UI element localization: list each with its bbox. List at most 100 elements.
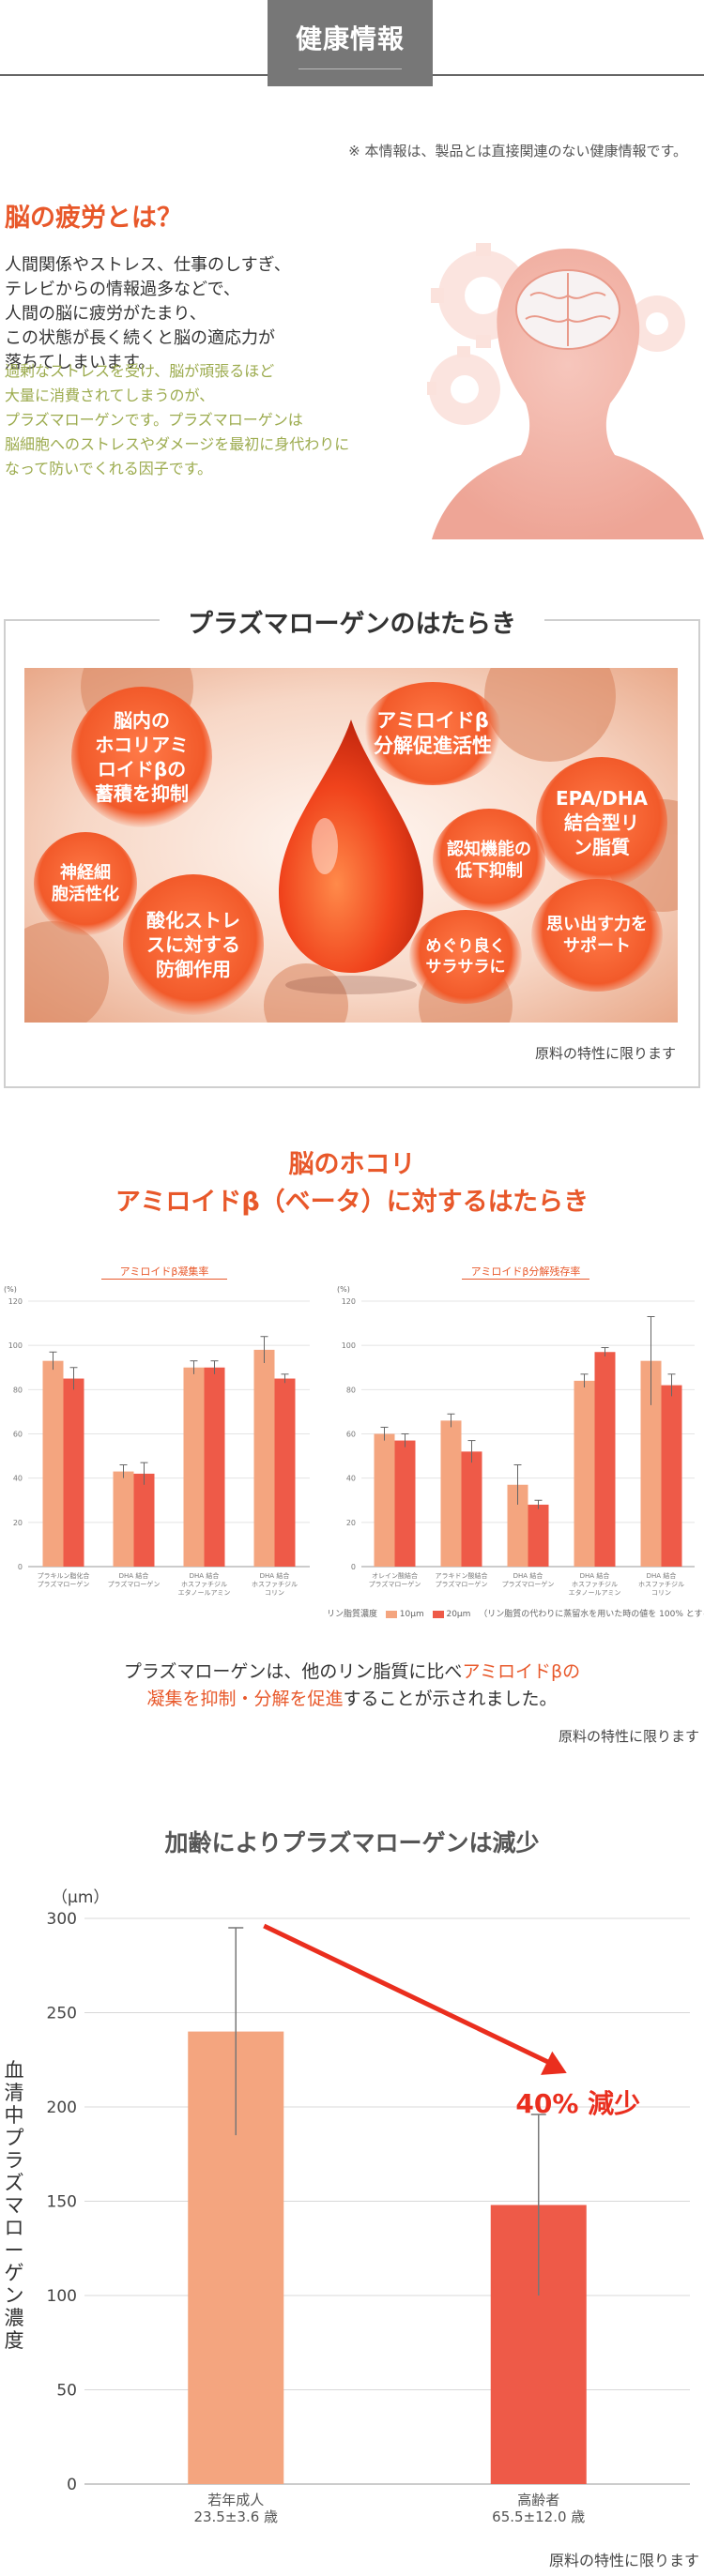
x-tick-label: 高齢者 65.5±12.0 歳 [492,2492,585,2525]
x-tick-label: DHA 結合プラズマローゲン [108,1571,161,1588]
y-tick-label: 80 [13,1386,23,1394]
aging-unit-label: （μm） [52,1888,110,1907]
aging-note: 原料の特性に限ります [548,2552,699,2569]
y-tick-label: 100 [342,1341,356,1350]
title-line: アミロイドβ（ベータ）に対するはたらき [115,1188,589,1217]
amyloid-note: 原料の特性に限ります [558,1728,699,1745]
chart-decomposition-residual: (%) 0 20 40 60 80 100 120 オレイン酸結合プラズマローゲンアラキドン酸結… [337,1285,695,1597]
y-tick-label: 60 [13,1431,23,1439]
chart2-title-underline [462,1279,589,1280]
oil-drop [279,720,423,973]
bar [640,1360,662,1567]
bar [63,1378,84,1567]
chart2-title: アミロイドβ分解残存率 [470,1265,581,1278]
bubble-amyloid-suppress: 脳内の ホコリアミ ロイドβの 蓄積を抑制 [71,687,212,827]
y-tick-label: 100 [47,2287,77,2306]
green-line: 大量に消費されてしまうのが、 [5,386,215,404]
x-tick-label: DHA 結合ホスファチジルエタノールアミン [569,1571,621,1597]
chart-aggregation-rate: (%) 0 20 40 60 80 100 120 プラキルン脂化合プラズマローゲン DHA 結合… [4,1285,310,1597]
desc-highlight: アミロイドβの [462,1661,581,1682]
x-tick-label: オレイン酸結合プラズマローゲン [369,1571,421,1588]
desc-line-1: プラズマローゲンは、他のリン脂質に比べアミロイドβの [0,1659,704,1686]
bar [594,1352,616,1567]
bar [374,1433,395,1567]
amyloid-section-title: 脳のホコリ アミロイドβ（ベータ）に対するはたらき [0,1146,704,1221]
x-tick-label: アラキドン酸結合プラズマローゲン [436,1571,488,1588]
section1-title: 脳の疲労とは？ [5,204,182,233]
chart-legend: リン脂質濃度 10μm 20μm （リン脂質の代わりに蒸留水を用いた時の値を 1… [327,1607,704,1619]
green-line: プラズマローゲンです。プラズマローゲンは [5,411,303,429]
gear-icon [429,250,685,425]
disclaimer: ※ 本情報は、製品とは直接関連のない健康情報です。 [348,143,687,159]
bubble-memory: 思い出す力を サポート [531,879,663,992]
bar [113,1471,134,1567]
x-tick-label: DHA 結合ホスファチジルコリン [638,1571,684,1597]
y-tick-label: 120 [8,1297,23,1306]
y-tick-label: 200 [47,2099,77,2117]
body-line: テレビからの情報過多などで、 [5,280,240,299]
x-tick-label: DHA 結合ホスファチジルコリン [252,1571,298,1597]
title-underline [298,68,402,69]
y-tick-label: 20 [13,1519,23,1527]
desc-highlight: 凝集を抑制・分解を促進 [146,1689,344,1709]
function-note: 原料の特性に限ります [534,1045,676,1062]
bar [440,1420,462,1567]
legend-swatch-dark [432,1610,444,1618]
y-tick-label: 150 [47,2193,77,2212]
header-tab: 健康情報 [268,0,433,86]
y-tick-label: 0 [67,2476,77,2494]
bubble-amyloid-decompose: アミロイドβ 分解促進活性 [362,682,503,785]
function-title: プラズマローゲンのはたらき [160,603,544,640]
legend-label-b: 20μm [446,1610,471,1619]
y-tick-label: 60 [346,1431,356,1439]
x-tick-label: DHA 結合プラズマローゲン [502,1571,555,1588]
chart1-title: アミロイドβ凝集率 [119,1265,209,1278]
legend-note: （リン脂質の代わりに蒸留水を用いた時の値を 100% とする） [479,1610,704,1619]
body-line: 人間関係やストレス、仕事のしすぎ、 [5,255,291,275]
bar [183,1367,205,1567]
chart1-title-underline [101,1279,227,1280]
section1-body: 人間関係やストレス、仕事のしすぎ、 テレビからの情報過多などで、 人間の脳に疲労… [5,253,399,375]
decrease-arrow [263,1923,557,2068]
green-line: 脳細胞へのストレスやダメージを最初に身代わりに [5,435,350,453]
desc-line-2: 凝集を抑制・分解を促進することが示されました。 [0,1686,704,1713]
section1-green-text: 過剰なストレスを受け、脳が頑張るほど 大量に消費されてしまうのが、 プラズマロー… [5,359,418,481]
body-line: 落ちてしまいます。 [5,353,156,372]
chart-aging-plasmalogen: 0 50 100 150 200 250 300 若年成人 23.5±3.6 歳 高齢者 65.5±… [47,1910,690,2525]
legend-swatch-light [385,1610,397,1618]
bar [394,1440,416,1567]
y-axis-unit: (%) [337,1285,350,1294]
y-tick-label: 20 [346,1519,356,1527]
desc-text: することが示されました。 [343,1689,558,1709]
y-axis-unit: (%) [4,1285,17,1294]
y-tick-label: 100 [8,1341,23,1350]
y-tick-label: 40 [13,1475,23,1483]
legend-label-a: 10μm [399,1610,424,1619]
aging-chart-title: 加齢によりプラズマローゲンは減少 [164,1829,540,1856]
x-tick-label: プラキルン脂化合プラズマローゲン [38,1571,90,1588]
y-tick-label: 0 [18,1563,23,1571]
function-image: 脳内の ホコリアミ ロイドβの 蓄積を抑制 アミロイドβ 分解促進活性 EPA/… [24,668,678,1023]
y-tick-label: 120 [342,1297,356,1306]
bar [274,1378,296,1567]
head-silhouette [432,249,704,539]
bubble-circulation: めぐり良く サラサラに [409,910,522,1004]
y-tick-label: 80 [346,1386,356,1394]
bar [133,1473,155,1567]
bar [461,1451,482,1567]
bubble-epa-dha: EPA/DHA 結合型リ ン脂質 [536,757,667,888]
aging-y-label: 血清中プラズマローゲン濃度 [4,2059,24,2352]
decrease-annotation: 40% 減少 [515,2088,640,2119]
bar [528,1504,549,1567]
y-tick-label: 40 [346,1475,356,1483]
amyloid-description: プラズマローゲンは、他のリン脂質に比べアミロイドβの 凝集を抑制・分解を促進する… [0,1659,704,1713]
y-tick-label: 0 [351,1563,356,1571]
body-line: 人間の脳に疲労がたまり、 [5,304,207,324]
bar [253,1349,275,1567]
x-tick-label: DHA 結合ホスファチジルエタノールアミン [178,1571,231,1597]
y-tick-label: 300 [47,1910,77,1929]
body-line: この状態が長く続くと脳の適応力が [5,328,275,348]
bar [204,1367,225,1567]
page-title: 健康情報 [295,23,405,54]
title-line: 脳のホコリ [288,1150,416,1179]
